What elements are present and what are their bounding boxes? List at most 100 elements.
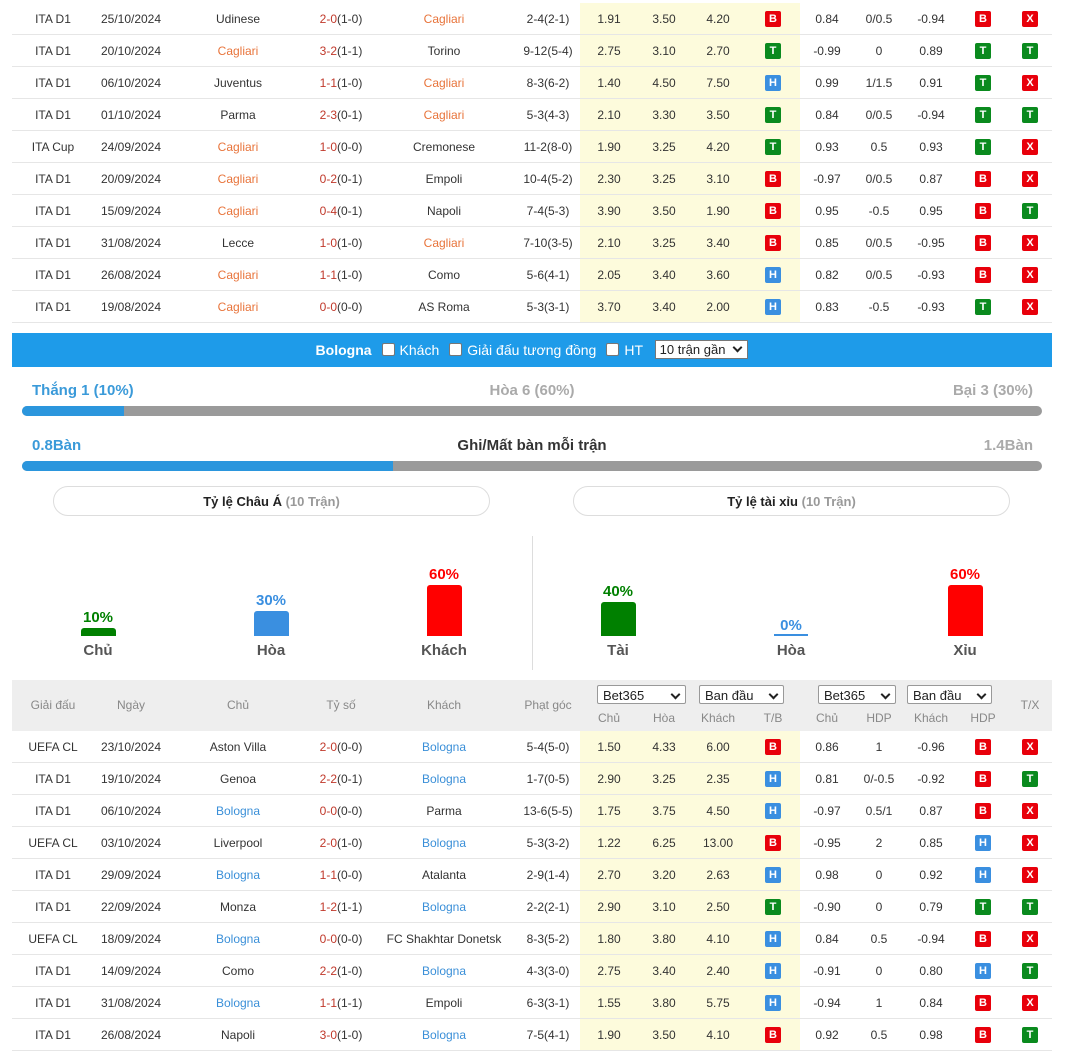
result-badge: T: [975, 75, 991, 91]
cell-text: 0.92: [815, 1028, 839, 1042]
cell-text: 26/08/2024: [100, 1028, 162, 1042]
score: 0-0: [319, 804, 337, 818]
team-link[interactable]: Bologna: [215, 932, 261, 946]
cell-text: 3.80: [652, 996, 676, 1010]
cell-text: 20/10/2024: [100, 44, 162, 58]
cell-text: 4.50: [706, 804, 730, 818]
team-link[interactable]: Cagliari: [217, 44, 259, 58]
cell-text: 19/08/2024: [100, 300, 162, 314]
team-link[interactable]: Bologna: [215, 996, 261, 1010]
cell-text: -0.94: [917, 108, 945, 122]
team-link[interactable]: Bologna: [421, 836, 467, 850]
result-badge: H: [975, 963, 991, 979]
cell-text: 0: [875, 44, 883, 58]
cell-text: 1.90: [706, 204, 730, 218]
team-link[interactable]: Bologna: [421, 740, 467, 754]
option: Khách: [399, 342, 440, 358]
score-cell: 2-0(1-0): [276, 3, 406, 35]
result-badge: X: [1022, 835, 1038, 851]
cell-text: 22/09/2024: [100, 900, 162, 914]
result-badge: X: [1022, 171, 1038, 187]
result-badge: B: [765, 835, 781, 851]
half-time-score: (0-0): [337, 868, 363, 882]
odds-bg: [580, 99, 800, 130]
cell-text: 0.92: [919, 868, 943, 882]
result-badge: H: [765, 963, 781, 979]
cell-text: 0/0.5: [865, 108, 893, 122]
team-link[interactable]: Cagliari: [423, 12, 465, 26]
result-badge: H: [975, 867, 991, 883]
team-link[interactable]: Cagliari: [217, 268, 259, 282]
cell-text: Napoli: [220, 1028, 256, 1042]
cell-text: 3.50: [652, 12, 676, 26]
team-link[interactable]: Cagliari: [217, 172, 259, 186]
checkbox[interactable]: [606, 343, 620, 356]
select[interactable]: Bet365: [818, 685, 896, 704]
panel-count: (10 Trận): [285, 494, 340, 509]
team-link[interactable]: Bologna: [215, 804, 261, 818]
select-value: 10 trận gần: [659, 342, 726, 357]
team-link[interactable]: Cagliari: [217, 140, 259, 154]
score-cell: 1-1(0-0): [276, 859, 406, 891]
cell-text: 4.20: [706, 12, 730, 26]
cell-text: ITA D1: [35, 900, 71, 914]
cell-text: 2-9(1-4): [526, 868, 570, 882]
score: 0-4: [319, 204, 337, 218]
cell-text: Monza: [219, 900, 257, 914]
score: 1-0: [319, 236, 337, 250]
score-cell: 1-1(1-1): [276, 987, 406, 1019]
result-badge: T: [1022, 107, 1038, 123]
odds-bg: [580, 795, 800, 826]
table-row: ITA D1 20/09/2024 Cagliari 0-2(0-1) Empoli 10…: [12, 163, 1052, 195]
team-link[interactable]: Bologna: [421, 900, 467, 914]
column-header: Khách: [426, 698, 462, 712]
result-badge: T: [1022, 1027, 1038, 1043]
select[interactable]: 10 trận gần: [654, 340, 749, 359]
cell-text: 3.40: [652, 300, 676, 314]
checkbox[interactable]: [381, 343, 395, 356]
cell-text: 20/09/2024: [100, 172, 162, 186]
checkbox[interactable]: [449, 343, 463, 356]
table-row: ITA D1 31/08/2024 Lecce 1-0(1-0) Cagliari 7-1…: [12, 227, 1052, 259]
select[interactable]: Ban đầu: [907, 685, 992, 704]
score: 2-0: [319, 740, 337, 754]
cell-text: 5-4(5-0): [526, 740, 570, 754]
bar-value-label: 60%: [428, 566, 460, 583]
cell-text: 5-6(4-1): [526, 268, 570, 282]
cell-text: ITA D1: [35, 964, 71, 978]
cell-text: ITA D1: [35, 1028, 71, 1042]
cell-text: Liverpool: [213, 836, 263, 850]
half-time-score: (1-1): [337, 900, 363, 914]
cell-text: 9-12(5-4): [523, 44, 573, 58]
cell-text: 2.10: [597, 236, 621, 250]
sub-header: HDP: [866, 711, 892, 725]
result-badge: T: [1022, 43, 1038, 59]
team-link[interactable]: Bologna: [421, 772, 467, 786]
half-time-score: (1-0): [337, 1028, 363, 1042]
half-time-score: (0-0): [337, 140, 363, 154]
cell-text: 6-3(3-1): [526, 996, 570, 1010]
cell-text: -0.92: [917, 772, 945, 786]
team-link[interactable]: Cagliari: [217, 300, 259, 314]
select[interactable]: Ban đầu: [699, 685, 784, 704]
result-badge: B: [975, 995, 991, 1011]
cell-text: 3.40: [706, 236, 730, 250]
team-link[interactable]: Cagliari: [217, 204, 259, 218]
score-cell: 2-2(1-0): [276, 955, 406, 987]
table-row: UEFA CL 03/10/2024 Liverpool 2-0(1-0) Bologn…: [12, 827, 1052, 859]
cell-text: 7-4(5-3): [526, 204, 570, 218]
team-link[interactable]: Bologna: [421, 1028, 467, 1042]
cell-text: 2.50: [706, 900, 730, 914]
cell-text: 0/0.5: [865, 268, 893, 282]
cell-text: Como: [427, 268, 460, 282]
team-link[interactable]: Bologna: [215, 868, 261, 882]
team-link[interactable]: Cagliari: [423, 236, 465, 250]
cell-text: 0: [875, 868, 883, 882]
team-link[interactable]: Cagliari: [423, 108, 465, 122]
select[interactable]: Bet365: [597, 685, 686, 704]
team-link[interactable]: Bologna: [421, 964, 467, 978]
team-link[interactable]: Cagliari: [423, 76, 465, 90]
cell-text: Napoli: [426, 204, 462, 218]
cell-text: 3.40: [652, 964, 676, 978]
result-badge: X: [1022, 739, 1038, 755]
